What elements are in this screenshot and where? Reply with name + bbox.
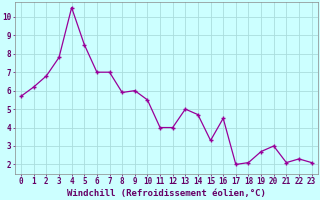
X-axis label: Windchill (Refroidissement éolien,°C): Windchill (Refroidissement éolien,°C) [67,189,266,198]
